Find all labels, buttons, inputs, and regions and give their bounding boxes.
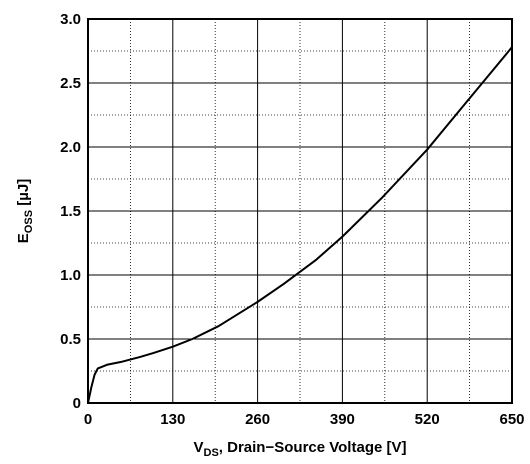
y-tick-label: 2.0: [60, 139, 81, 156]
x-tick-labels: 0 130 260 390 520 650: [84, 411, 525, 428]
plot-frame: [87, 18, 513, 404]
y-axis-label: EOSS [µJ]: [15, 179, 35, 243]
y-tick-label: 2.5: [60, 75, 81, 92]
y-tick-label: 3.0: [60, 11, 81, 28]
x-tick-label: 0: [84, 411, 92, 428]
x-axis-label-main: V: [194, 439, 204, 456]
y-axis-label-main: E: [15, 233, 32, 243]
y-tick-label: 0: [73, 395, 81, 412]
x-axis-label-rest: , Drain−Source Voltage [V]: [219, 439, 407, 456]
x-tick-label: 130: [160, 411, 185, 428]
y-tick-labels: 0 0.5 1.0 1.5 2.0 2.5 3.0: [60, 11, 81, 412]
series-line: [87, 46, 513, 404]
y-axis-label-rest: [µJ]: [15, 179, 32, 210]
y-tick-label: 1.0: [60, 267, 81, 284]
x-axis-label-subscript: DS: [204, 447, 219, 459]
y-axis-label-subscript: OSS: [23, 210, 35, 233]
x-tick-label: 520: [415, 411, 440, 428]
x-tick-label: 650: [499, 411, 524, 428]
x-tick-label: 390: [330, 411, 355, 428]
y-tick-label: 1.5: [60, 203, 81, 220]
x-axis-label: VDS, Drain−Source Voltage [V]: [194, 439, 407, 459]
series-layer: [87, 46, 513, 404]
y-tick-label: 0.5: [60, 331, 81, 348]
x-tick-label: 260: [245, 411, 270, 428]
